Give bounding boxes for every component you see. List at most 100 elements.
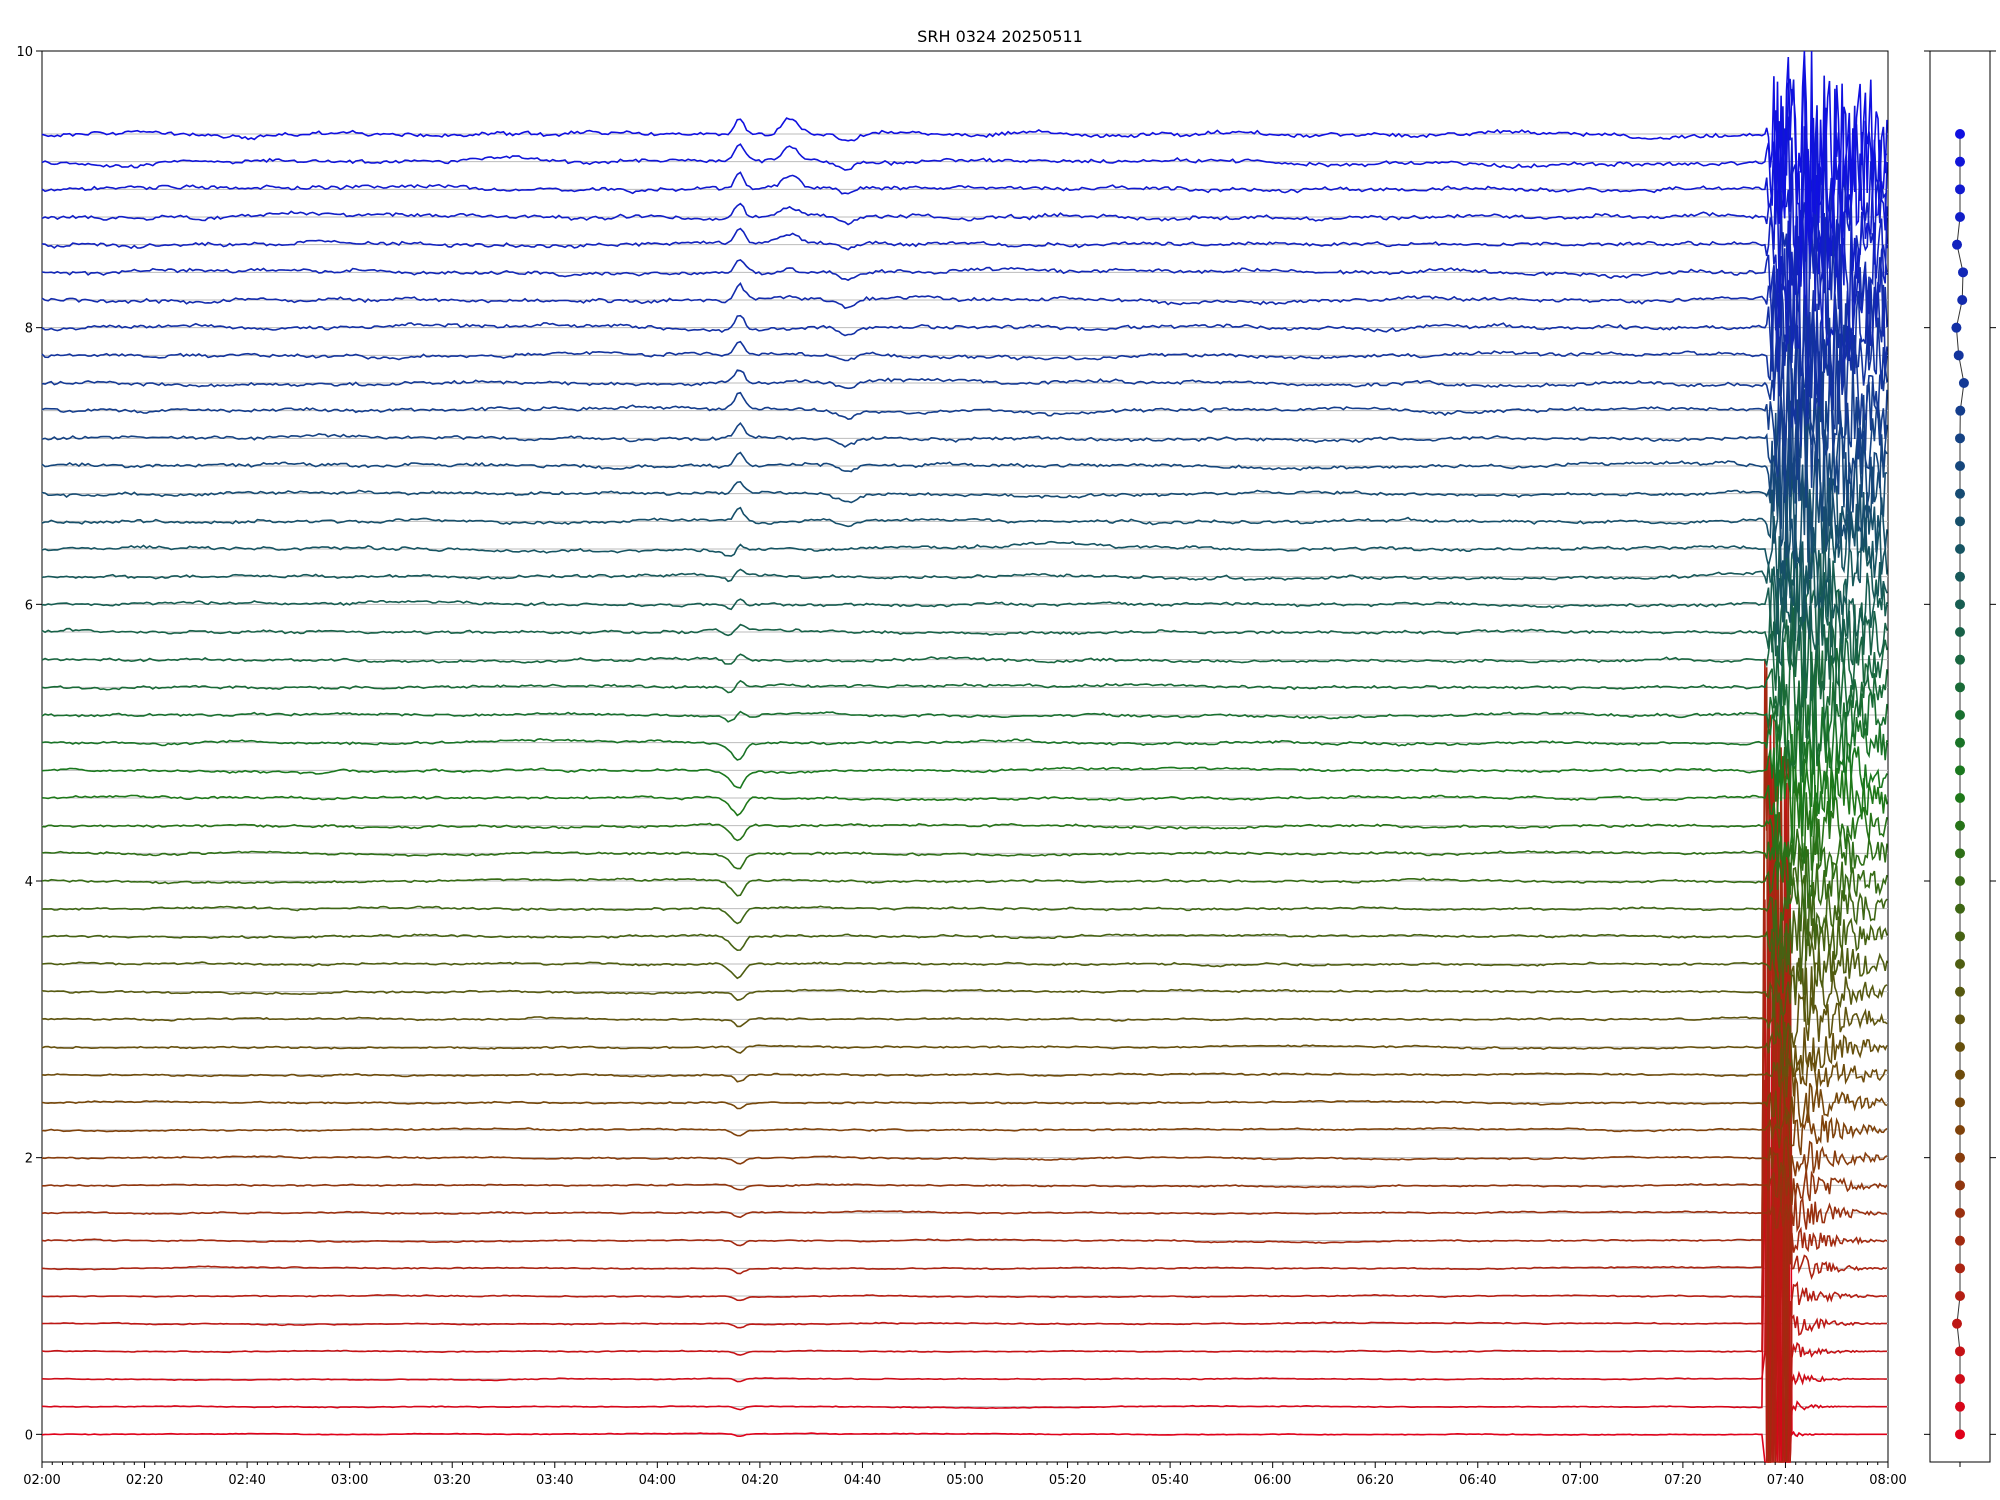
series-line-channel-11 [41, 1106, 1888, 1156]
side-panel-marker-19 [1955, 903, 1965, 914]
side-panel-marker-21 [1955, 848, 1965, 859]
series-line-channel-43 [41, 148, 1888, 329]
series-line-channel-26 [41, 664, 1888, 777]
side-panel-marker-1 [1955, 1401, 1965, 1412]
side-panel-marker-40 [1951, 322, 1962, 333]
x-tick-label-0700: 07:00 [1562, 1473, 1599, 1488]
x-tick-label-0220: 02:20 [126, 1473, 163, 1488]
series-line-channel-6 [41, 658, 1888, 1463]
series-line-channel-27 [41, 637, 1888, 740]
side-panel-marker-9 [1955, 1180, 1965, 1191]
series-line-channel-42 [41, 190, 1888, 352]
side-panel-marker-35 [1955, 461, 1965, 471]
side-panel-marker-18 [1955, 931, 1965, 942]
series-line-channel-45 [41, 105, 1888, 282]
series-line-channel-19 [41, 866, 1888, 947]
series-line-channel-22 [41, 779, 1888, 871]
x-tick-label-0440: 04:40 [844, 1473, 881, 1488]
y-tick-label-4: 4 [25, 875, 33, 890]
series-line-channel-13 [41, 1047, 1888, 1098]
side-panel-marker-38 [1958, 378, 1969, 388]
series-line-channel-2 [41, 837, 1888, 1463]
x-tick-label-0800: 08:00 [1869, 1473, 1906, 1488]
x-tick-label-0240: 02:40 [228, 1473, 265, 1488]
side-panel-marker-7 [1955, 1235, 1965, 1246]
y-tick-label-8: 8 [25, 322, 33, 337]
series-line-channel-9 [42, 1165, 1888, 1207]
side-panel-marker-44 [1955, 212, 1965, 222]
series-line-channel-35 [41, 388, 1888, 529]
side-panel-marker-17 [1955, 959, 1965, 969]
series-line-channel-18 [41, 904, 1888, 980]
series-line-channel-40 [41, 267, 1888, 417]
x-tick-label-0640: 06:40 [1459, 1473, 1496, 1488]
side-panel-marker-34 [1955, 488, 1965, 499]
side-panel-marker-42 [1958, 267, 1969, 278]
x-tick-label-0620: 06:20 [1356, 1473, 1393, 1488]
series-line-channel-17 [41, 930, 1888, 1001]
side-panel-marker-37 [1955, 405, 1966, 416]
side-panel-marker-46 [1955, 156, 1965, 167]
side-panel-marker-26 [1955, 710, 1965, 720]
series-line-channel-34 [41, 422, 1888, 563]
series-line-channel-24 [41, 723, 1888, 824]
series-line-channel-41 [41, 224, 1888, 377]
side-panel-marker-13 [1955, 1069, 1965, 1080]
x-tick-label-0520: 05:20 [1049, 1473, 1086, 1488]
side-panel-marker-8 [1955, 1208, 1965, 1218]
y-tick-label-0: 0 [25, 1428, 33, 1443]
x-tick-label-0340: 03:40 [536, 1473, 573, 1488]
series-line-channel-23 [41, 756, 1888, 844]
main-plot: 0 2 4 6 8 10 02:00 02:20 02:40 03:00 03:20 03:40 04:… [16, 45, 1906, 1488]
x-tick-label-0540: 05:40 [1151, 1473, 1188, 1488]
side-panel-marker-39 [1953, 350, 1964, 361]
side-panel-marker-27 [1955, 682, 1965, 693]
side-panel-marker-20 [1955, 876, 1965, 886]
y-tick-label-6: 6 [25, 598, 33, 613]
side-panel-marker-3 [1955, 1346, 1965, 1357]
series-line-channel-12 [41, 1074, 1888, 1130]
side-panel-marker-11 [1955, 1125, 1965, 1135]
side-panel-marker-45 [1955, 184, 1965, 195]
series-line-channel-4 [41, 714, 1888, 1463]
side-panel-marker-12 [1955, 1097, 1965, 1108]
series-line-channel-16 [41, 957, 1888, 1026]
series-line-channel-20 [41, 843, 1888, 918]
side-panel-marker-47 [1955, 129, 1965, 139]
series-line-channel-3 [41, 744, 1887, 1463]
x-tick-label-0740: 07:40 [1767, 1473, 1804, 1488]
side-panel [1924, 50, 1996, 1467]
x-tick-label-0400: 04:00 [639, 1473, 676, 1488]
x-tick-label-0200: 02:00 [23, 1473, 60, 1488]
x-tick-label-0300: 03:00 [331, 1473, 368, 1488]
series-line-channel-15 [41, 992, 1888, 1051]
plot-frame [41, 50, 1889, 1463]
side-panel-marker-14 [1955, 1042, 1965, 1052]
chart-title: SRH 0324 20250511 [917, 27, 1083, 46]
side-panel-marker-30 [1955, 599, 1965, 610]
series-line-channel-38 [41, 315, 1888, 447]
series-line-channel-14 [41, 1021, 1888, 1078]
side-panel-marker-41 [1957, 295, 1968, 305]
y-tick-label-2: 2 [25, 1152, 33, 1167]
side-panel-marker-22 [1955, 820, 1965, 831]
side-panel-marker-0 [1955, 1429, 1965, 1440]
x-tick-label-0420: 04:20 [741, 1473, 778, 1488]
series-line-channel-10 [41, 1136, 1888, 1181]
side-panel-marker-6 [1955, 1263, 1965, 1274]
side-panel-marker-15 [1955, 1014, 1965, 1025]
side-panel-marker-2 [1955, 1374, 1965, 1384]
side-panel-marker-33 [1955, 516, 1965, 527]
series-line-channel-44 [41, 120, 1888, 298]
x-tick-label-0720: 07:20 [1664, 1473, 1701, 1488]
side-panel-marker-31 [1955, 571, 1965, 582]
series-line-channel-39 [41, 278, 1888, 447]
series-line-channel-36 [41, 368, 1888, 503]
side-panel-marker-5 [1955, 1291, 1965, 1301]
series-line-channel-29 [41, 579, 1888, 680]
series-line-channel-0 [41, 848, 1887, 1463]
series-line-channel-8 [41, 1193, 1888, 1233]
x-tick-label-0500: 05:00 [946, 1473, 983, 1488]
y-tick-label-10: 10 [16, 45, 33, 60]
